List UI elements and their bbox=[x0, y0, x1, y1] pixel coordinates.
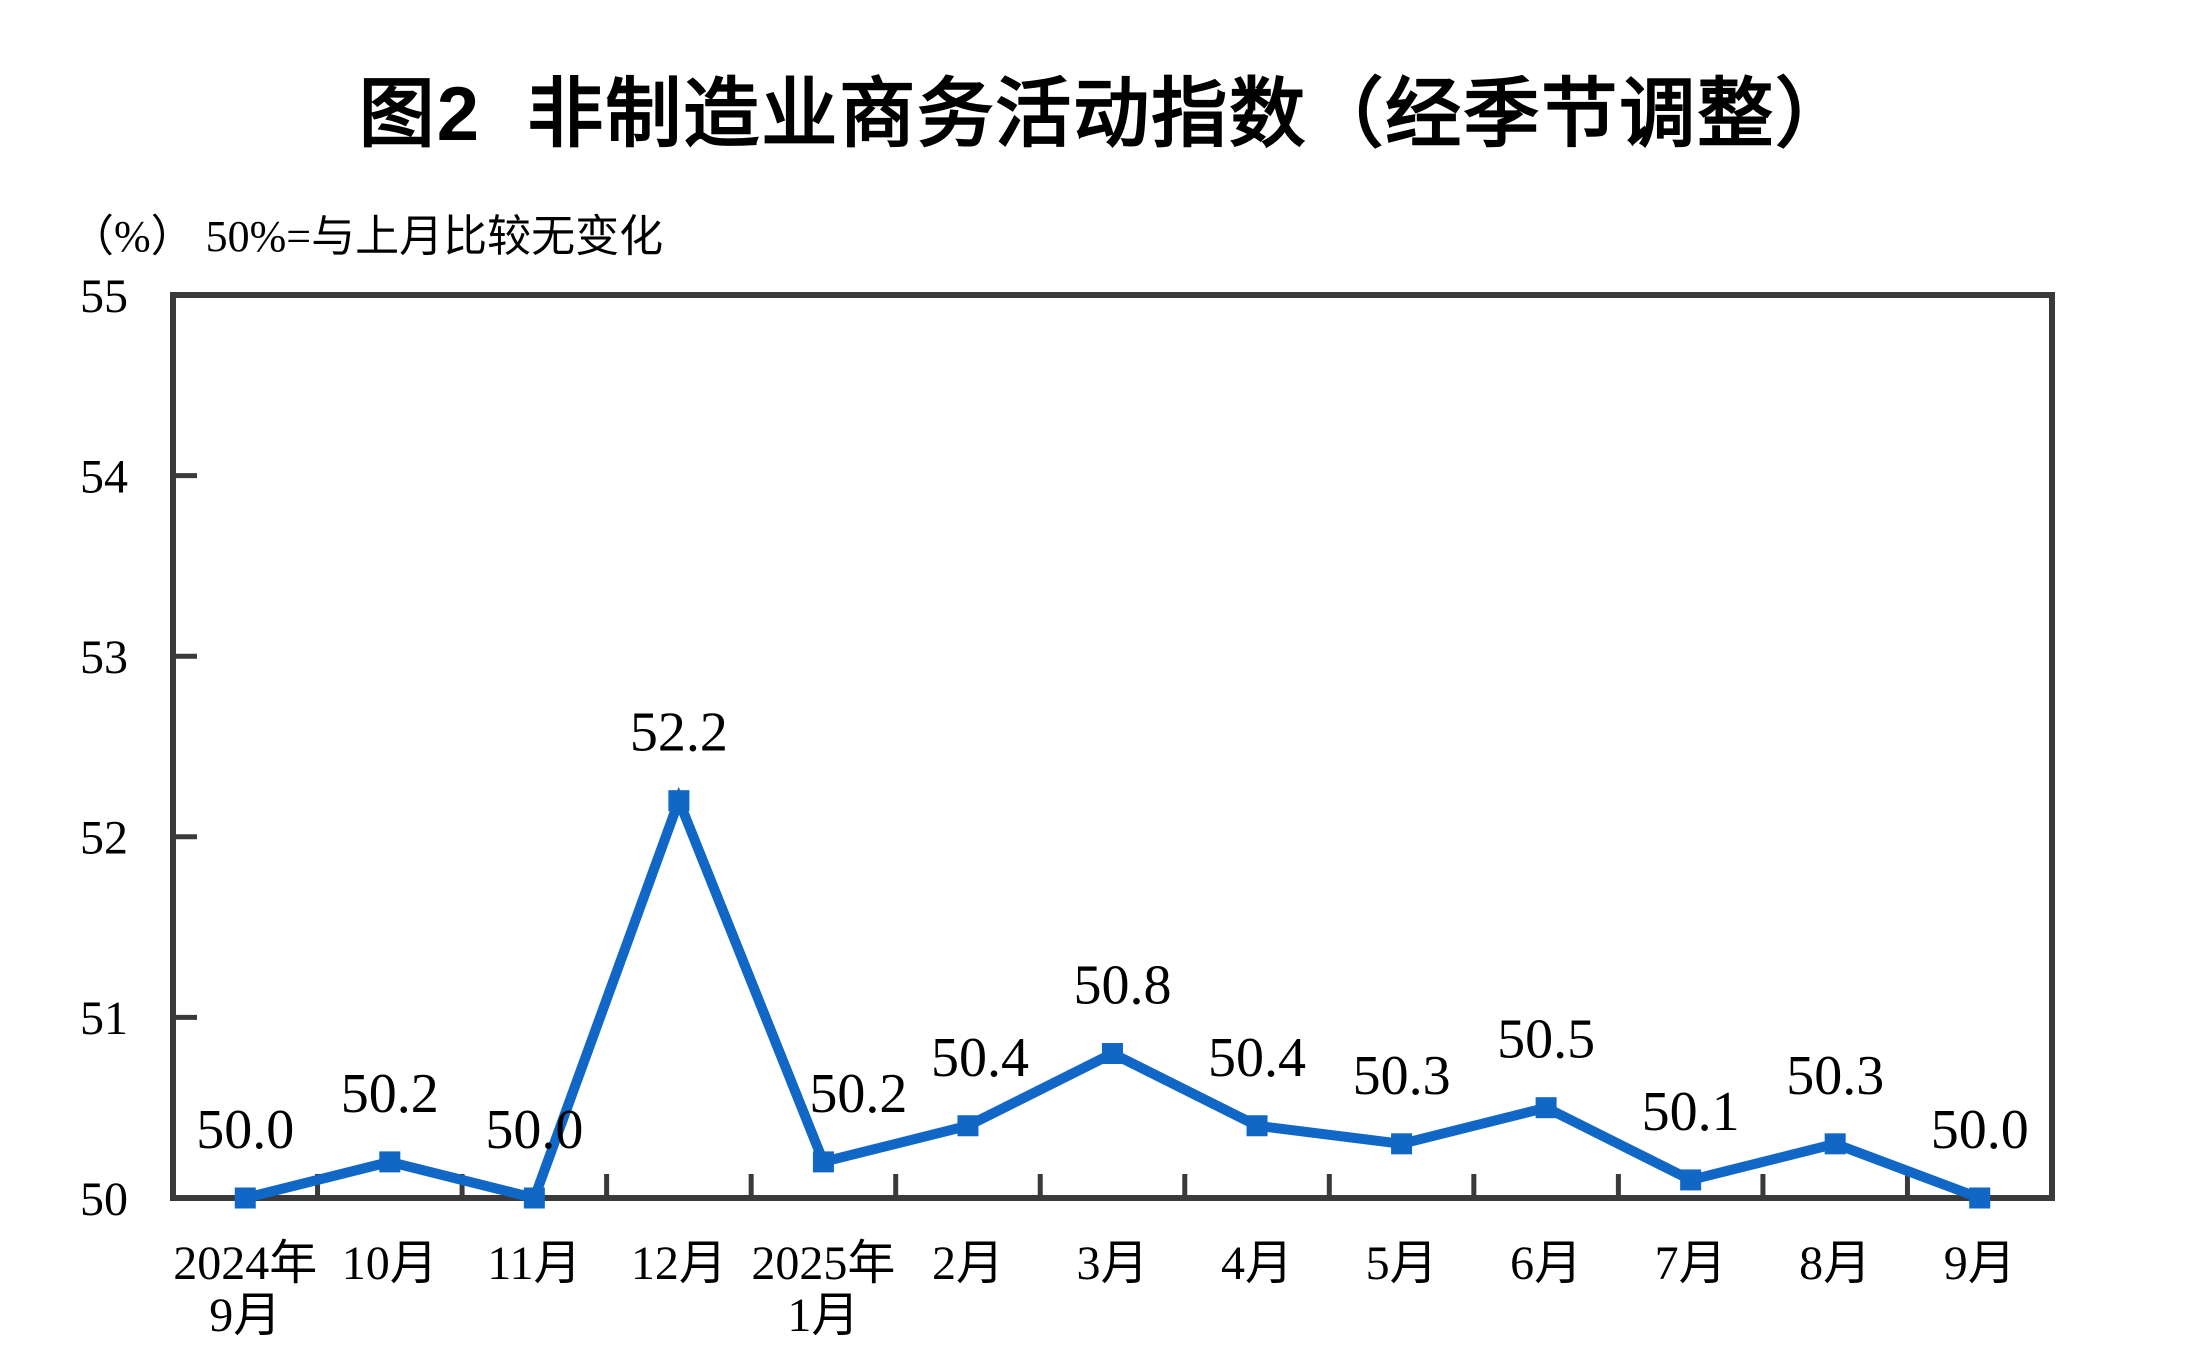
data-point-marker bbox=[1680, 1169, 1702, 1191]
data-point-label: 50.2 bbox=[341, 1063, 439, 1125]
data-point-label: 50.5 bbox=[1497, 1009, 1595, 1071]
y-axis-tick-label: 50 bbox=[80, 1173, 128, 1226]
x-axis-category-label: 6月 bbox=[1510, 1237, 1582, 1290]
data-point-marker bbox=[1391, 1133, 1413, 1155]
plot-frame bbox=[170, 292, 2055, 1201]
x-axis-category-label: 9月 bbox=[209, 1289, 281, 1342]
data-point-label: 50.2 bbox=[809, 1063, 907, 1125]
data-point-label: 50.8 bbox=[1074, 955, 1172, 1017]
series-line-group bbox=[234, 786, 1991, 1209]
data-point-label: 50.1 bbox=[1642, 1081, 1740, 1143]
data-point-label: 50.3 bbox=[1786, 1045, 1884, 1107]
x-axis-category-label: 2月 bbox=[932, 1237, 1004, 1290]
x-axis-category-label: 2025年 bbox=[751, 1237, 895, 1290]
x-axis-category-label: 2024年 bbox=[173, 1237, 317, 1290]
y-axis-tick-label: 52 bbox=[80, 812, 128, 865]
y-axis-tick-label: 53 bbox=[80, 631, 128, 684]
plot-border bbox=[170, 292, 2055, 1201]
x-axis-category-label: 1月 bbox=[787, 1289, 859, 1342]
data-point-label: 50.0 bbox=[485, 1099, 583, 1161]
x-axis-category-label: 11月 bbox=[487, 1237, 581, 1290]
x-axis-category-label: 5月 bbox=[1366, 1237, 1438, 1290]
chart-title: 图2 非制造业商务活动指数（经季节调整） bbox=[358, 72, 1854, 157]
data-point-marker bbox=[1969, 1187, 1991, 1209]
x-axis-category-label: 9月 bbox=[1944, 1237, 2016, 1290]
data-point-marker bbox=[1102, 1043, 1123, 1065]
data-point-marker bbox=[379, 1151, 401, 1173]
data-point-label: 50.3 bbox=[1353, 1045, 1451, 1107]
x-axis-category-label: 3月 bbox=[1076, 1237, 1148, 1290]
x-axis-category-label: 12月 bbox=[631, 1237, 727, 1290]
data-point-label: 52.2 bbox=[630, 702, 728, 764]
data-point-marker bbox=[1535, 1097, 1557, 1119]
data-point-marker bbox=[234, 1187, 256, 1209]
data-point-marker bbox=[1824, 1133, 1846, 1155]
data-point-marker bbox=[523, 1187, 545, 1209]
y-axis-tick-label: 55 bbox=[80, 270, 128, 323]
data-point-marker bbox=[668, 790, 690, 812]
y-axis-labels: 50 51 52 53 54 55 bbox=[80, 270, 128, 1226]
data-point-label: 50.0 bbox=[196, 1099, 294, 1161]
data-point-label: 50.0 bbox=[1931, 1099, 2029, 1161]
y-axis-tick-label: 54 bbox=[80, 450, 128, 503]
data-point-marker bbox=[812, 1151, 834, 1173]
data-point-label: 50.4 bbox=[931, 1027, 1029, 1089]
axis-ticks bbox=[176, 473, 1910, 1195]
data-point-marker bbox=[1246, 1115, 1268, 1137]
x-axis-category-label: 4月 bbox=[1221, 1237, 1293, 1290]
data-point-label: 50.4 bbox=[1208, 1027, 1306, 1089]
y-axis-tick-label: 51 bbox=[80, 992, 128, 1045]
data-point-labels: 50.0 50.2 50.0 52.2 50.2 50.4 50.8 50.4 50.3 50.5… bbox=[196, 702, 2028, 1161]
x-axis-category-label: 8月 bbox=[1799, 1237, 1871, 1290]
x-axis-category-label: 10月 bbox=[342, 1237, 438, 1290]
data-point-marker bbox=[957, 1115, 979, 1137]
axis-unit-note: （%） 50%=与上月比较无变化 bbox=[70, 212, 664, 261]
x-axis-category-label: 7月 bbox=[1655, 1237, 1727, 1290]
